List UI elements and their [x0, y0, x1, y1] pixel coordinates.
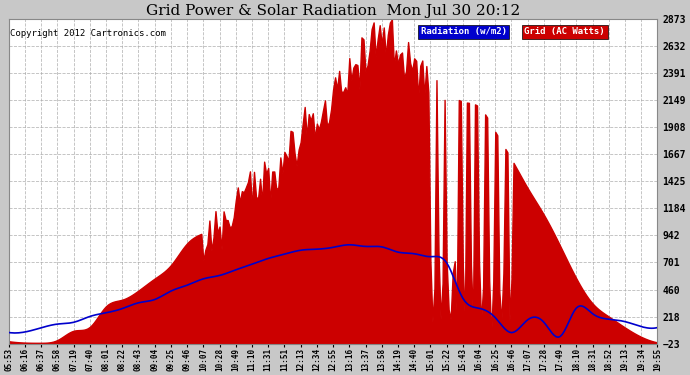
- Title: Grid Power & Solar Radiation  Mon Jul 30 20:12: Grid Power & Solar Radiation Mon Jul 30 …: [146, 4, 520, 18]
- Text: Grid (AC Watts): Grid (AC Watts): [524, 27, 605, 36]
- Text: Copyright 2012 Cartronics.com: Copyright 2012 Cartronics.com: [10, 29, 166, 38]
- Text: Radiation (w/m2): Radiation (w/m2): [421, 27, 506, 36]
